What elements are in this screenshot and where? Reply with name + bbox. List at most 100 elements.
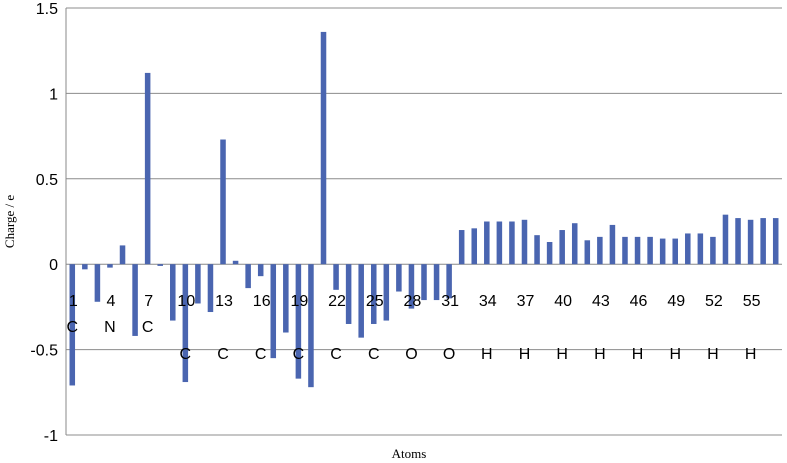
x-number-label: 16 — [253, 293, 271, 310]
bar — [170, 264, 176, 321]
bar — [157, 264, 163, 266]
gridlines — [66, 7, 782, 436]
x-number-label: 22 — [328, 293, 346, 310]
bar — [320, 31, 327, 265]
bar — [534, 235, 540, 265]
x-number-label: 4 — [107, 293, 116, 310]
bar — [94, 264, 101, 302]
x-number-label: 25 — [366, 293, 384, 310]
x-element-label: C — [330, 346, 342, 363]
bar — [333, 264, 339, 290]
bar — [760, 218, 766, 265]
bar — [647, 236, 653, 265]
x-element-label: O — [405, 346, 417, 363]
x-number-label: 1 — [69, 293, 78, 310]
bar — [82, 264, 88, 270]
bar — [697, 233, 704, 265]
bar — [182, 264, 189, 383]
y-tick-label: 0 — [49, 257, 58, 274]
bar — [546, 241, 553, 265]
y-tick-label: -1 — [44, 428, 58, 445]
x-element-label: H — [745, 346, 757, 363]
bar — [484, 221, 490, 265]
bar — [747, 219, 754, 265]
x-element-label: H — [632, 346, 644, 363]
x-number-label: 37 — [517, 293, 535, 310]
bar — [634, 236, 641, 265]
x-element-label: C — [66, 319, 78, 336]
x-element-label: C — [217, 346, 229, 363]
x-element-label: H — [594, 346, 606, 363]
bar — [609, 224, 616, 265]
bar — [144, 72, 151, 265]
bar — [458, 230, 465, 265]
x-element-label: C — [293, 346, 305, 363]
x-element-label: C — [180, 346, 192, 363]
x-element-label: O — [443, 346, 455, 363]
bar — [559, 230, 565, 265]
bar — [370, 264, 377, 324]
x-number-label: 19 — [290, 293, 308, 310]
bar — [119, 245, 126, 265]
bar — [735, 218, 741, 265]
y-tick-label: 0.5 — [36, 172, 58, 189]
bar — [496, 221, 503, 265]
x-number-label: 34 — [479, 293, 497, 310]
bar — [245, 264, 251, 289]
bar — [597, 236, 603, 265]
y-axis-tick-labels: -1 -0.5 0 0.5 1 1.5 — [30, 1, 58, 445]
x-element-label: H — [669, 346, 681, 363]
bar — [207, 264, 214, 313]
x-number-label: 52 — [705, 293, 723, 310]
x-element-label: C — [368, 346, 380, 363]
bar — [345, 264, 352, 324]
bar — [220, 139, 226, 265]
bar — [270, 264, 277, 359]
bar — [509, 221, 515, 265]
bar — [283, 264, 289, 333]
x-number-label: 46 — [630, 293, 648, 310]
bar — [659, 238, 666, 265]
bar — [446, 264, 452, 299]
bar — [358, 264, 364, 338]
x-number-label: 40 — [554, 293, 572, 310]
x-axis-title: Atoms — [392, 446, 427, 461]
bar — [408, 264, 415, 309]
x-number-label: 31 — [441, 293, 459, 310]
y-tick-label: 1 — [49, 86, 58, 103]
x-element-label: H — [519, 346, 531, 363]
y-tick-label: -0.5 — [30, 343, 58, 360]
bar — [107, 264, 113, 268]
bar — [710, 236, 716, 265]
bar — [433, 264, 440, 301]
bar — [295, 264, 302, 379]
y-axis-title: Charge / e — [2, 195, 17, 248]
bar — [383, 264, 390, 321]
bar — [471, 228, 478, 265]
x-element-label: C — [255, 346, 267, 363]
bar — [584, 240, 591, 265]
bar — [571, 223, 578, 265]
x-number-label: 10 — [177, 293, 195, 310]
bar — [132, 264, 138, 336]
bar — [308, 264, 314, 388]
bar — [421, 264, 427, 301]
bar — [521, 219, 528, 265]
bar — [722, 214, 729, 265]
x-element-labels: C N C C C C C C C O O H H H H H H H H — [66, 319, 756, 363]
x-number-label: 7 — [144, 293, 153, 310]
x-number-label: 43 — [592, 293, 610, 310]
x-element-label: C — [142, 319, 154, 336]
bar — [396, 264, 402, 292]
bars — [69, 31, 779, 388]
x-number-labels: 1 4 7 10 13 16 19 22 25 28 31 34 37 40 43 46 49 52 55 — [69, 293, 761, 310]
x-element-label: H — [556, 346, 568, 363]
bar — [672, 238, 678, 265]
x-number-label: 55 — [743, 293, 761, 310]
bar — [772, 218, 779, 265]
bar — [622, 236, 628, 265]
bar — [685, 233, 691, 265]
x-element-label: H — [481, 346, 493, 363]
x-element-label: N — [104, 319, 116, 336]
bar — [69, 264, 76, 386]
